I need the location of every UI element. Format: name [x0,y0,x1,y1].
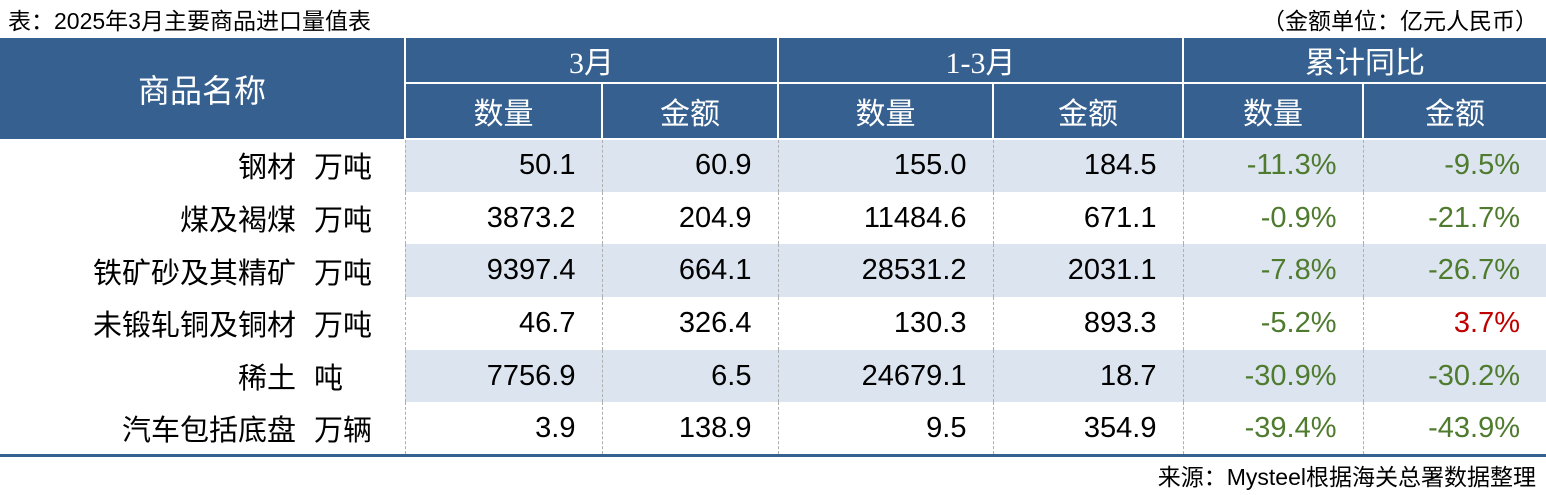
goods-name-cell: 钢材 万吨 [0,139,406,192]
goods-name-cell: 煤及褐煤 万吨 [0,191,406,245]
cell-ytd-qty: 24679.1 [778,349,994,403]
cell-yoy-amt: -9.5% [1363,139,1546,192]
cell-march-amt: 664.1 [602,244,779,298]
header-ytd-amt: 金额 [993,83,1184,140]
header-group-march: 3月 [405,38,779,84]
goods-unit: 万吨 [314,152,373,185]
header-group-yoy: 累计同比 [1183,38,1546,84]
goods-name: 钢材 [237,152,296,185]
table-row: 煤及褐煤 万吨 3873.2 204.9 11484.6 671.1 -0.9%… [0,191,1546,245]
goods-unit: 万吨 [314,205,373,238]
cell-ytd-amt: 354.9 [993,402,1184,457]
cell-march-qty: 9397.4 [405,244,603,298]
table-body: 钢材 万吨 50.1 60.9 155.0 184.5 -11.3% -9.5%… [0,139,1546,457]
table-header: 商品名称 3月 1-3月 累计同比 数量 金额 数量 金额 数量 金额 [0,38,1546,140]
cell-ytd-qty: 11484.6 [778,191,994,245]
header-goods-name: 商品名称 [0,38,406,139]
cell-march-qty: 7756.9 [405,349,603,403]
cell-yoy-qty: -30.9% [1183,349,1364,403]
header-yoy-amt: 金额 [1363,83,1546,140]
header-march-qty: 数量 [405,83,603,140]
goods-unit: 万辆 [314,415,373,448]
cell-march-amt: 6.5 [602,349,779,403]
cell-march-qty: 3.9 [405,402,603,457]
cell-yoy-qty: -11.3% [1183,139,1364,192]
goods-name: 煤及褐煤 [179,205,296,238]
header-yoy-qty: 数量 [1183,83,1364,140]
cell-march-qty: 46.7 [405,297,603,350]
goods-name-cell: 稀土 吨 [0,349,406,403]
import-volume-table: 商品名称 3月 1-3月 累计同比 数量 金额 数量 金额 数量 金额 钢材 万… [0,38,1546,457]
goods-name: 稀土 [237,363,296,396]
goods-name-cell: 铁矿砂及其精矿 万吨 [0,244,406,298]
goods-unit: 万吨 [314,310,373,343]
goods-unit: 万吨 [314,257,373,290]
goods-name: 未锻轧铜及铜材 [92,310,296,343]
cell-yoy-qty: -5.2% [1183,297,1364,350]
table-row: 汽车包括底盘 万辆 3.9 138.9 9.5 354.9 -39.4% -43… [0,402,1546,457]
cell-ytd-amt: 2031.1 [993,244,1184,298]
cell-ytd-amt: 18.7 [993,349,1184,403]
cell-yoy-amt: -26.7% [1363,244,1546,298]
footer-row: 来源：Mysteel根据海关总署数据整理 [0,455,1546,495]
cell-yoy-qty: -7.8% [1183,244,1364,298]
cell-ytd-qty: 9.5 [778,402,994,457]
cell-yoy-amt: -43.9% [1363,402,1546,457]
table-row: 未锻轧铜及铜材 万吨 46.7 326.4 130.3 893.3 -5.2% … [0,297,1546,350]
caption-row: 表：2025年3月主要商品进口量值表 （金额单位：亿元人民币） [0,0,1546,38]
goods-name-cell: 未锻轧铜及铜材 万吨 [0,297,406,350]
table-row: 稀土 吨 7756.9 6.5 24679.1 18.7 -30.9% -30.… [0,349,1546,403]
header-ytd-qty: 数量 [778,83,994,140]
cell-ytd-amt: 893.3 [993,297,1184,350]
table-title: 表：2025年3月主要商品进口量值表 [8,8,371,34]
cell-yoy-qty: -39.4% [1183,402,1364,457]
cell-march-amt: 204.9 [602,191,779,245]
cell-ytd-qty: 130.3 [778,297,994,350]
cell-ytd-amt: 671.1 [993,191,1184,245]
goods-name: 铁矿砂及其精矿 [92,257,296,290]
cell-march-amt: 326.4 [602,297,779,350]
cell-march-qty: 3873.2 [405,191,603,245]
goods-name: 汽车包括底盘 [121,415,296,448]
goods-name-cell: 汽车包括底盘 万辆 [0,402,406,457]
header-sub-row: 数量 金额 数量 金额 数量 金额 [0,83,1546,140]
cell-ytd-qty: 155.0 [778,139,994,192]
cell-yoy-amt: -30.2% [1363,349,1546,403]
cell-yoy-amt: 3.7% [1363,297,1546,350]
unit-note: （金额单位：亿元人民币） [1262,8,1538,34]
cell-ytd-amt: 184.5 [993,139,1184,192]
table-row: 铁矿砂及其精矿 万吨 9397.4 664.1 28531.2 2031.1 -… [0,244,1546,298]
cell-yoy-amt: -21.7% [1363,191,1546,245]
cell-march-amt: 138.9 [602,402,779,457]
cell-march-amt: 60.9 [602,139,779,192]
header-group-row: 商品名称 3月 1-3月 累计同比 [0,38,1546,139]
cell-ytd-qty: 28531.2 [778,244,994,298]
table-row: 钢材 万吨 50.1 60.9 155.0 184.5 -11.3% -9.5% [0,139,1546,192]
source-note: 来源：Mysteel根据海关总署数据整理 [1157,464,1536,490]
cell-yoy-qty: -0.9% [1183,191,1364,245]
goods-unit: 吨 [314,363,344,396]
header-march-amt: 金额 [602,83,779,140]
header-group-jan-mar: 1-3月 [778,38,1184,84]
cell-march-qty: 50.1 [405,139,603,192]
